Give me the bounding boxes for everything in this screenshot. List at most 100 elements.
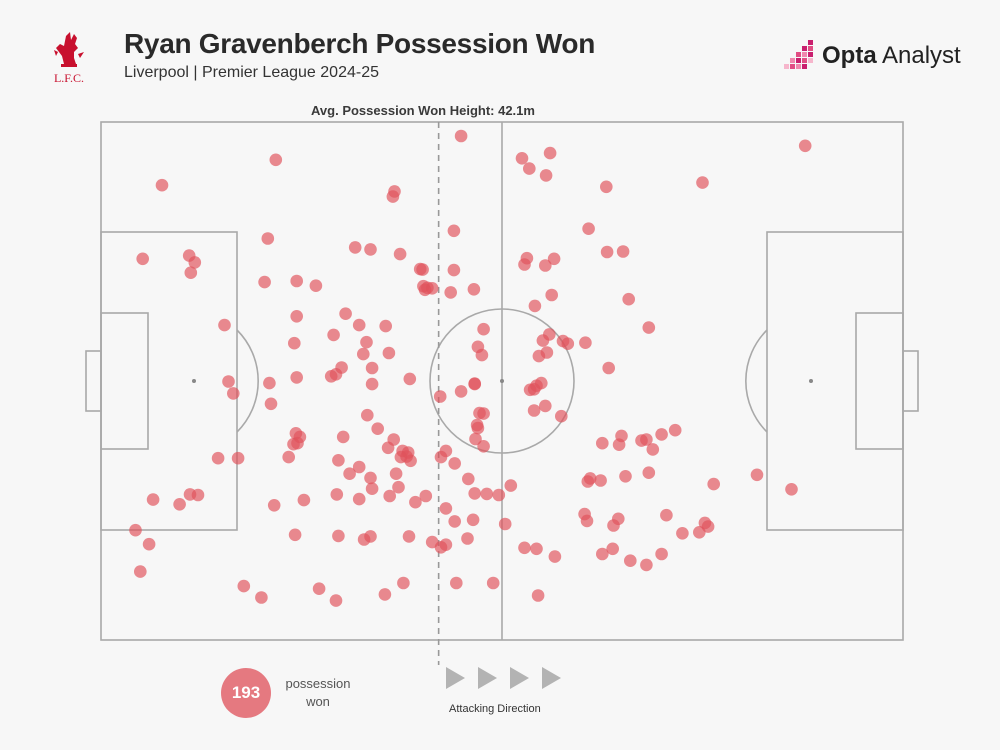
possession-won-point bbox=[545, 288, 558, 302]
possession-won-point bbox=[290, 371, 304, 384]
possession-won-point bbox=[402, 530, 416, 543]
possession-won-point bbox=[600, 180, 613, 194]
possession-won-point bbox=[527, 404, 541, 417]
possession-won-point bbox=[327, 328, 340, 342]
arrow-right-icon bbox=[510, 667, 529, 689]
possession-won-point bbox=[352, 460, 366, 474]
possession-won-point bbox=[218, 318, 231, 332]
possession-won-point bbox=[498, 517, 512, 531]
possession-won-point bbox=[466, 513, 480, 527]
possession-won-point bbox=[237, 579, 251, 593]
possession-won-point bbox=[668, 423, 682, 437]
possession-won-point bbox=[352, 318, 366, 332]
possession-won-point bbox=[468, 377, 482, 390]
possession-count-badge: 193 bbox=[221, 668, 271, 718]
possession-won-point bbox=[624, 554, 637, 567]
possession-won-point bbox=[287, 437, 300, 451]
possession-won-point bbox=[655, 547, 668, 561]
possession-won-point bbox=[360, 335, 373, 349]
possession-won-point bbox=[450, 576, 463, 590]
possession-won-point bbox=[640, 433, 653, 446]
average-height-label: Avg. Possession Won Height: 42.1m bbox=[311, 103, 535, 118]
possession-won-point bbox=[173, 498, 186, 511]
possession-won-point bbox=[439, 538, 453, 551]
possession-won-point bbox=[336, 430, 350, 444]
possession-won-point bbox=[255, 591, 268, 604]
possession-won-point bbox=[389, 467, 403, 481]
possession-won-point bbox=[439, 502, 453, 515]
possession-won-point bbox=[332, 529, 345, 543]
possession-won-point bbox=[475, 348, 489, 362]
possession-won-point bbox=[288, 336, 301, 350]
possession-won-point bbox=[142, 537, 156, 551]
possession-won-point bbox=[642, 321, 656, 334]
possession-won-point bbox=[548, 550, 562, 563]
left-goal bbox=[85, 350, 102, 412]
possession-won-point bbox=[444, 286, 458, 299]
possession-won-point bbox=[364, 243, 377, 256]
arrow-right-icon bbox=[446, 667, 465, 689]
right-six-yard-box bbox=[855, 312, 904, 450]
possession-won-point bbox=[480, 487, 494, 501]
possession-won-point bbox=[579, 336, 592, 350]
possession-dots bbox=[129, 129, 812, 607]
possession-won-point bbox=[364, 471, 377, 485]
possession-won-point bbox=[309, 279, 323, 293]
possession-won-point bbox=[600, 245, 614, 259]
chart-title: Ryan Gravenberch Possession Won bbox=[124, 28, 596, 59]
centre-spot bbox=[500, 379, 504, 383]
possession-won-point bbox=[606, 542, 619, 556]
possession-won-point bbox=[528, 299, 542, 313]
centre-circle bbox=[429, 308, 575, 454]
possession-won-point bbox=[492, 488, 506, 502]
possession-won-point bbox=[461, 532, 474, 545]
possession-won-point bbox=[486, 576, 500, 590]
possession-won-point bbox=[750, 468, 764, 482]
possession-won-point bbox=[596, 436, 609, 450]
possession-won-point bbox=[469, 432, 482, 446]
possession-won-point bbox=[660, 508, 673, 522]
possession-won-point bbox=[582, 222, 595, 235]
possession-won-point bbox=[386, 190, 400, 203]
brand-bold: Opta bbox=[822, 42, 877, 69]
possession-won-point bbox=[477, 322, 490, 336]
possession-won-point bbox=[561, 337, 575, 351]
possession-won-point bbox=[382, 346, 396, 360]
possession-won-point bbox=[467, 283, 481, 296]
possession-won-point bbox=[365, 482, 379, 496]
possession-won-point bbox=[540, 346, 554, 359]
possession-won-point bbox=[329, 594, 343, 607]
possession-won-point bbox=[378, 588, 392, 601]
possession-won-point bbox=[640, 558, 653, 572]
possession-won-point bbox=[290, 310, 304, 323]
possession-won-point bbox=[263, 376, 276, 390]
possession-won-point bbox=[288, 528, 302, 542]
possession-won-point bbox=[136, 252, 149, 266]
liverpool-crest-logo: L.F.C. bbox=[54, 32, 84, 85]
possession-won-point bbox=[231, 451, 245, 465]
possession-won-point bbox=[258, 275, 271, 289]
possession-won-point bbox=[146, 493, 160, 506]
possession-won-point bbox=[462, 472, 475, 486]
arrow-right-icon bbox=[478, 667, 497, 689]
possession-won-point bbox=[439, 444, 453, 458]
possession-won-point bbox=[324, 370, 338, 383]
possession-won-point bbox=[261, 232, 275, 245]
possession-won-point bbox=[222, 375, 235, 388]
possession-won-point bbox=[539, 399, 552, 413]
possession-won-point bbox=[596, 547, 609, 561]
possession-won-point bbox=[615, 429, 628, 443]
possession-won-point bbox=[227, 387, 240, 400]
possession-won-point bbox=[282, 450, 296, 464]
left-six-yard-box bbox=[100, 312, 149, 450]
possession-won-point bbox=[447, 224, 461, 238]
possession-won-point bbox=[471, 421, 485, 435]
possession-won-point bbox=[155, 178, 169, 192]
possession-won-point bbox=[642, 466, 656, 480]
possession-won-point bbox=[365, 361, 379, 375]
possession-won-point bbox=[267, 499, 281, 512]
possession-won-point bbox=[211, 451, 225, 465]
possession-won-point bbox=[400, 450, 413, 463]
possession-won-point bbox=[364, 530, 377, 543]
